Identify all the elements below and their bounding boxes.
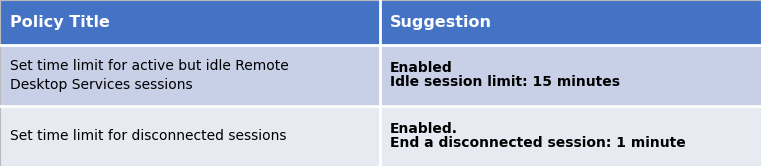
- Text: Idle session limit: 15 minutes: Idle session limit: 15 minutes: [390, 76, 620, 89]
- Bar: [0, 0, 761, 45]
- Text: Set time limit for active but idle Remote
Desktop Services sessions: Set time limit for active but idle Remot…: [10, 59, 288, 92]
- Bar: [0, 45, 761, 106]
- Text: Set time limit for disconnected sessions: Set time limit for disconnected sessions: [10, 129, 286, 143]
- Text: Enabled.: Enabled.: [390, 122, 458, 136]
- Text: Policy Title: Policy Title: [10, 15, 110, 30]
- Text: Enabled: Enabled: [390, 61, 453, 76]
- Text: Suggestion: Suggestion: [390, 15, 492, 30]
- Text: End a disconnected session: 1 minute: End a disconnected session: 1 minute: [390, 136, 686, 150]
- Bar: [0, 106, 761, 166]
